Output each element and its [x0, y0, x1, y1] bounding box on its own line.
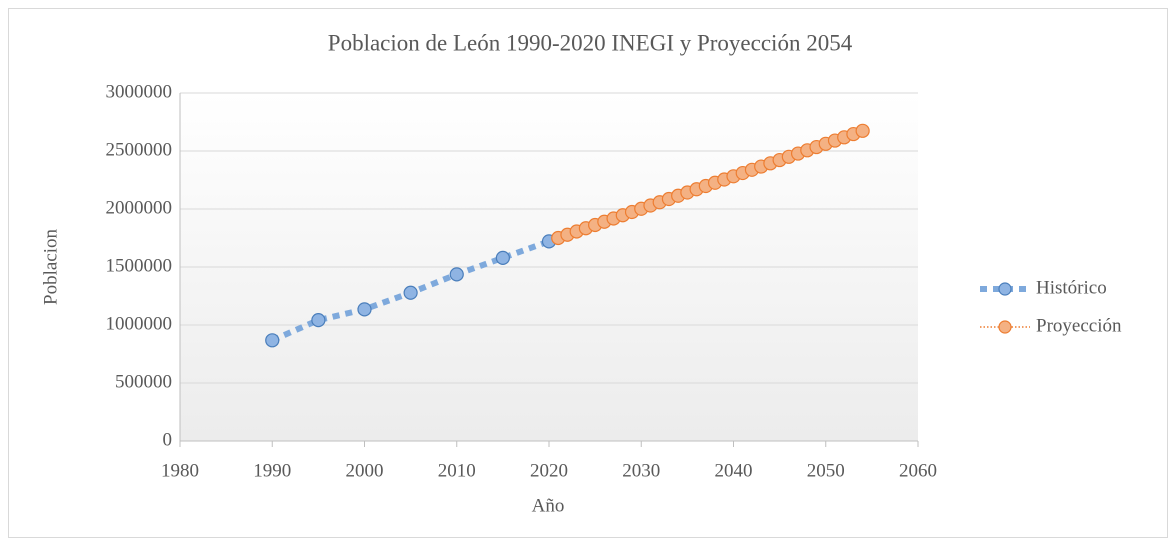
y-tick-label: 3000000 — [106, 81, 173, 102]
legend-marker — [998, 282, 1012, 296]
legend-label: Proyección — [1036, 315, 1122, 336]
y-tick-label: 2500000 — [106, 139, 173, 160]
x-tick-label: 2040 — [715, 460, 753, 481]
point — [265, 333, 280, 348]
point — [311, 313, 326, 328]
point — [449, 267, 464, 282]
x-tick-label: 1990 — [253, 460, 291, 481]
y-tick-label: 1000000 — [106, 313, 173, 334]
point — [495, 250, 510, 265]
chart-title: Poblacion de León 1990-2020 INEGI y Proy… — [328, 30, 853, 55]
y-tick-label: 500000 — [115, 371, 172, 392]
x-tick-label: 1980 — [161, 460, 199, 481]
legend-marker — [998, 320, 1012, 334]
x-tick-label: 2030 — [622, 460, 660, 481]
y-tick-label: 2000000 — [106, 197, 173, 218]
x-tick-label: 2060 — [899, 460, 937, 481]
legend-label: Histórico — [1036, 277, 1107, 298]
point — [403, 285, 418, 300]
point — [357, 302, 372, 317]
y-tick-label: 1500000 — [106, 255, 173, 276]
x-axis-title: Año — [532, 495, 565, 516]
x-tick-label: 2020 — [530, 460, 568, 481]
point — [855, 123, 870, 138]
y-tick-label: 0 — [163, 429, 173, 450]
x-tick-label: 2050 — [807, 460, 845, 481]
x-tick-label: 2010 — [438, 460, 476, 481]
y-axis-title: Poblacion — [40, 229, 61, 305]
x-tick-label: 2000 — [346, 460, 384, 481]
